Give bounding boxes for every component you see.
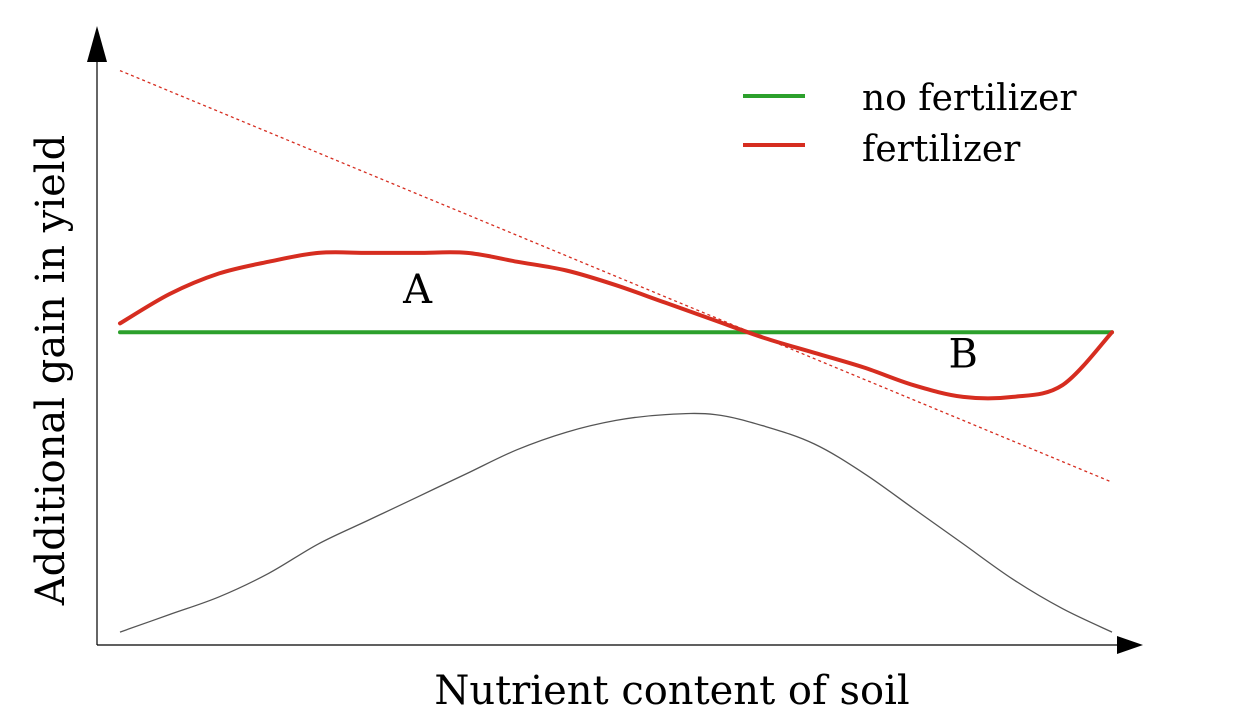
legend-label-fertilizer: fertilizer [862,129,1021,170]
y-axis-arrow [87,26,107,62]
trend-curve [119,69,1113,483]
legend-label-no-fertilizer: no fertilizer [862,78,1077,119]
x-axis-title: Nutrient content of soil [434,668,909,712]
region-label-a: A [402,267,433,313]
distribution-curve [119,412,1113,633]
y-axis-title: Additional gain in yield [28,135,74,606]
region-label-b: B [948,332,977,378]
plot-area: AB [118,69,1114,633]
series-line-fertilizer [118,250,1114,401]
axes [87,26,1143,654]
legend: no fertilizer fertilizer [743,78,1077,170]
x-axis-arrow [1117,636,1143,654]
